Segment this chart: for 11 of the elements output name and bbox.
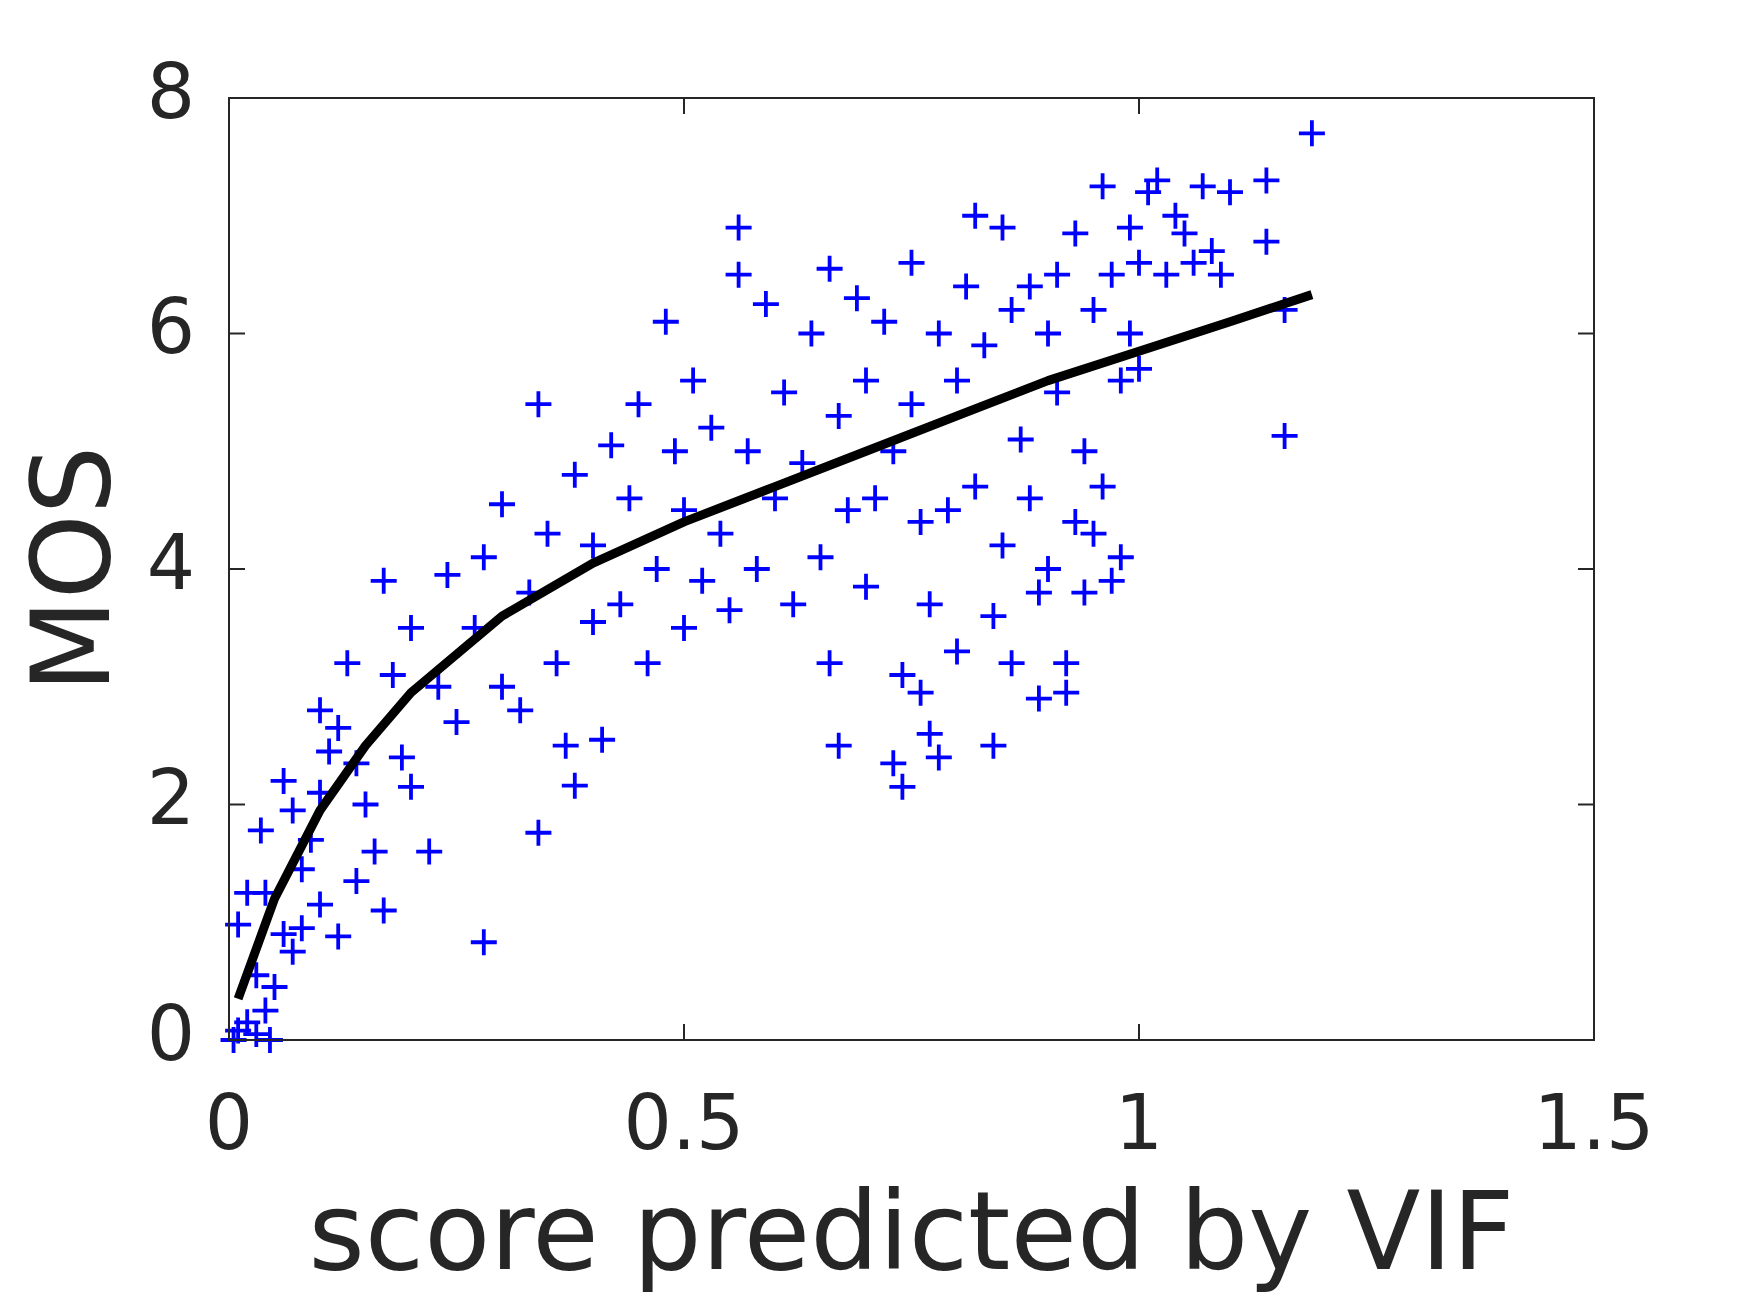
y-tick-label: 6 (146, 282, 195, 372)
y-tick-label: 4 (146, 517, 195, 607)
x-axis-title: score predicted by VIF (308, 1169, 1515, 1295)
y-tick-label: 2 (146, 753, 195, 843)
y-tick-label: 0 (146, 988, 195, 1078)
x-tick-label: 1.5 (1533, 1078, 1655, 1168)
x-tick-label: 0 (204, 1078, 254, 1168)
y-tick-label: 8 (146, 46, 195, 136)
x-tick-label: 0.5 (623, 1078, 745, 1168)
x-tick-label: 1 (1114, 1078, 1164, 1168)
y-axis-title: MOS (8, 445, 134, 693)
